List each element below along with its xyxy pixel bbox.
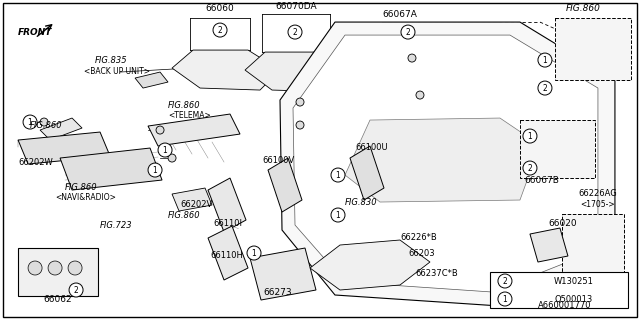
Text: 66237C*B: 66237C*B [415, 269, 458, 278]
Text: 66060: 66060 [205, 4, 234, 13]
Text: 66110H: 66110H [210, 251, 243, 260]
Bar [555, 18, 631, 80]
Polygon shape [268, 158, 302, 212]
Polygon shape [18, 132, 110, 164]
Text: 2: 2 [406, 28, 410, 36]
Text: 2: 2 [543, 84, 547, 92]
Circle shape [296, 121, 304, 129]
Text: FIG.860: FIG.860 [168, 101, 201, 110]
Bar [18, 248, 98, 296]
Circle shape [331, 168, 345, 182]
Circle shape [296, 98, 304, 106]
Bar [490, 272, 628, 308]
Circle shape [68, 261, 82, 275]
Text: FIG.860: FIG.860 [65, 183, 98, 192]
Polygon shape [172, 188, 212, 211]
Polygon shape [135, 72, 168, 88]
Circle shape [156, 126, 164, 134]
Text: 66202V: 66202V [180, 200, 212, 209]
Text: Q500013: Q500013 [555, 294, 593, 303]
Text: 66110I: 66110I [213, 219, 242, 228]
Bar [520, 120, 595, 178]
Text: FIG.860: FIG.860 [566, 4, 601, 13]
Circle shape [48, 261, 62, 275]
Text: 1: 1 [153, 165, 157, 174]
Text: FIG.860: FIG.860 [30, 121, 63, 130]
Text: <1705->: <1705-> [580, 200, 614, 209]
Polygon shape [345, 118, 540, 202]
Circle shape [523, 161, 537, 175]
Circle shape [288, 25, 302, 39]
Circle shape [538, 81, 552, 95]
Circle shape [416, 91, 424, 99]
Text: FIG.723: FIG.723 [100, 221, 132, 230]
Text: 66100V: 66100V [262, 156, 294, 165]
Text: 66070DA: 66070DA [275, 2, 317, 11]
Text: 1: 1 [335, 171, 340, 180]
Text: 1: 1 [543, 56, 547, 65]
Circle shape [408, 54, 416, 62]
Bar [562, 214, 624, 276]
Text: 66062: 66062 [44, 295, 72, 304]
Polygon shape [60, 148, 162, 190]
Polygon shape [172, 50, 280, 90]
Circle shape [498, 274, 512, 288]
Circle shape [247, 246, 261, 260]
Text: 66100U: 66100U [355, 143, 388, 152]
Circle shape [158, 143, 172, 157]
Polygon shape [208, 226, 248, 280]
Text: 66226AG: 66226AG [578, 189, 617, 198]
Circle shape [401, 25, 415, 39]
Polygon shape [148, 114, 240, 146]
Text: <BACK UP UNIT>: <BACK UP UNIT> [84, 67, 150, 76]
Text: 2: 2 [292, 28, 298, 36]
Text: 1: 1 [28, 117, 33, 126]
Circle shape [40, 118, 48, 126]
Text: 66020: 66020 [548, 219, 577, 228]
Circle shape [69, 283, 83, 297]
Circle shape [148, 163, 162, 177]
Circle shape [331, 208, 345, 222]
Polygon shape [250, 248, 316, 300]
Text: 2: 2 [74, 285, 79, 294]
Text: 2: 2 [527, 164, 532, 172]
Text: 1: 1 [502, 294, 508, 303]
Circle shape [538, 53, 552, 67]
Text: FIG.835: FIG.835 [95, 56, 127, 65]
Text: <TELEMA>: <TELEMA> [168, 111, 211, 120]
Text: 66226*B: 66226*B [400, 233, 436, 242]
Text: A660001770: A660001770 [538, 301, 592, 310]
Circle shape [523, 129, 537, 143]
Text: 1: 1 [527, 132, 532, 140]
Text: 1: 1 [335, 211, 340, 220]
Polygon shape [310, 240, 430, 290]
Text: 2: 2 [502, 276, 508, 285]
Polygon shape [350, 146, 384, 200]
Polygon shape [280, 22, 615, 306]
Text: <NAVI&RADIO>: <NAVI&RADIO> [55, 193, 116, 202]
Text: FIG.860: FIG.860 [168, 211, 201, 220]
Circle shape [23, 115, 37, 129]
Text: 66273: 66273 [264, 288, 292, 297]
Text: W130251: W130251 [554, 276, 594, 285]
Polygon shape [40, 118, 82, 140]
Circle shape [28, 261, 42, 275]
Text: 66203: 66203 [408, 249, 435, 258]
Text: 1: 1 [252, 249, 257, 258]
Circle shape [498, 292, 512, 306]
Text: 66067A: 66067A [382, 10, 417, 19]
Text: 66202W: 66202W [18, 158, 53, 167]
Polygon shape [208, 178, 246, 232]
Text: 66067B: 66067B [524, 176, 559, 185]
Circle shape [168, 154, 176, 162]
Polygon shape [245, 52, 358, 92]
Circle shape [213, 23, 227, 37]
Text: FIG.830: FIG.830 [345, 198, 378, 207]
Text: FRONT: FRONT [18, 28, 52, 37]
Text: 1: 1 [163, 146, 168, 155]
Text: 2: 2 [218, 26, 222, 35]
Polygon shape [293, 35, 598, 292]
Polygon shape [530, 228, 568, 262]
